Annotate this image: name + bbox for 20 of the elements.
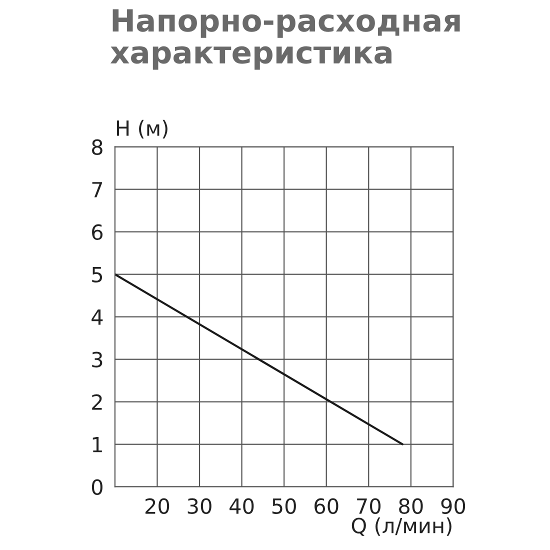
- y-tick-label: 6: [92, 224, 103, 240]
- y-tick-label: 0: [92, 479, 102, 495]
- x-tick-label: 30: [188, 498, 212, 514]
- x-tick-label: 80: [399, 498, 423, 514]
- x-tick-label: 70: [357, 498, 381, 514]
- y-tick-label: 8: [92, 139, 102, 156]
- y-axis-title: H (м): [116, 120, 168, 138]
- y-tick-label: 1: [92, 436, 102, 452]
- x-tick-label: 20: [146, 498, 170, 514]
- x-tick-label: 60: [314, 498, 338, 514]
- y-tick-label: 5: [92, 267, 102, 283]
- x-tick-label: 90: [441, 498, 466, 514]
- chart-title: Напорно-расходная характеристика: [110, 9, 460, 70]
- x-tick-label: 40: [230, 498, 254, 514]
- y-tick-label: 4: [92, 310, 103, 325]
- x-tick-label: 50: [272, 498, 296, 514]
- y-tick-label: 3: [92, 352, 102, 368]
- y-tick-label: 2: [92, 394, 102, 410]
- x-axis-title: Q (л/мин): [352, 517, 452, 536]
- y-tick-label: 7: [92, 182, 102, 198]
